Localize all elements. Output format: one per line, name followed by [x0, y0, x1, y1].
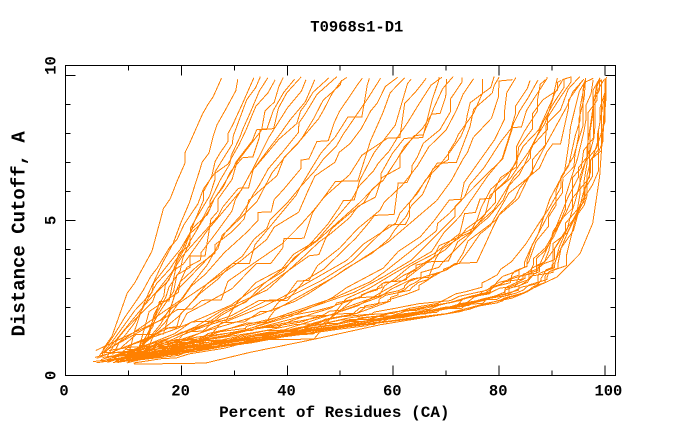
svg-text:40: 40 [277, 383, 296, 401]
svg-text:20: 20 [171, 383, 190, 401]
svg-text:80: 80 [489, 383, 508, 401]
svg-text:T0968s1-D1: T0968s1-D1 [310, 18, 403, 36]
svg-text:Percent of Residues (CA): Percent of Residues (CA) [219, 404, 449, 422]
svg-text:100: 100 [594, 383, 622, 401]
svg-text:60: 60 [383, 383, 402, 401]
svg-text:0: 0 [43, 371, 61, 380]
svg-text:5: 5 [43, 216, 61, 225]
svg-text:0: 0 [59, 383, 68, 401]
svg-text:Distance Cutoff, A: Distance Cutoff, A [9, 131, 31, 337]
svg-text:10: 10 [43, 56, 61, 75]
